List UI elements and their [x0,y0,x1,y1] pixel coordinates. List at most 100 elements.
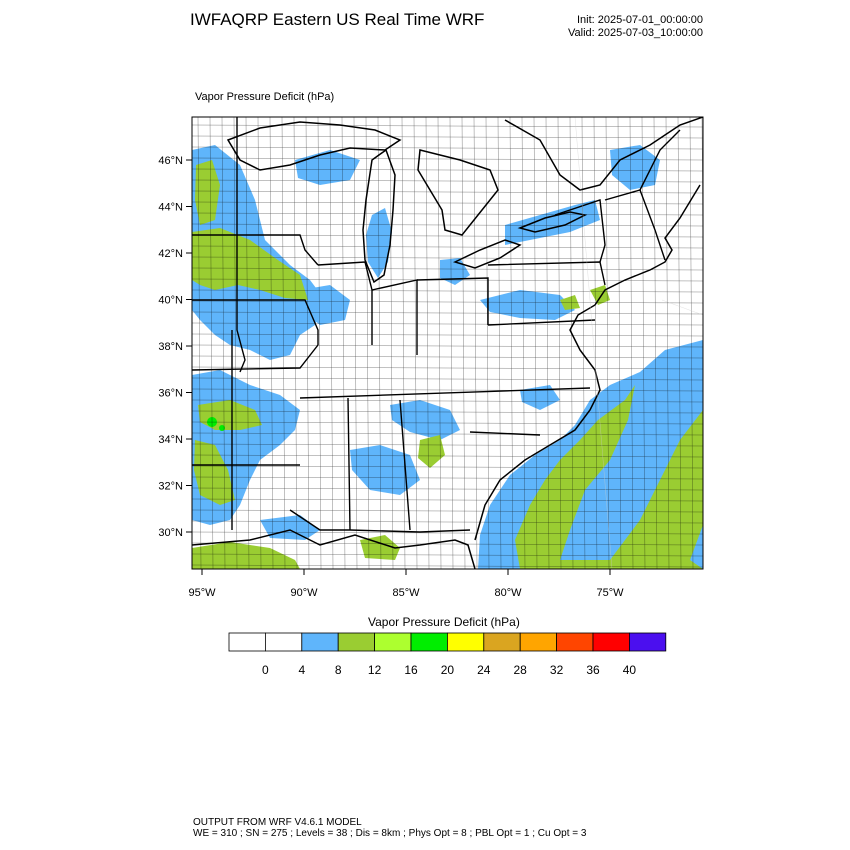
colorbar-bin [264,632,303,652]
county-line [192,421,703,425]
county-line [192,564,703,568]
county-line [192,245,703,249]
county-line [192,487,703,491]
county-line [209,117,214,569]
county-line [192,498,703,502]
lat-label: 46°N [158,155,183,167]
colorbar-tick-label: 36 [586,663,600,677]
county-line [641,117,646,569]
county-line [192,168,703,172]
county-line [192,212,703,216]
county-line [192,454,703,458]
colorbar-tick-label: 4 [298,663,306,677]
county-line [617,117,622,569]
county-line [449,117,454,569]
county-line [192,476,703,480]
colorbar-tick-label: 16 [404,663,418,677]
lon-label: 75°W [596,587,624,599]
lon-label: 80°W [494,587,522,599]
county-line [293,117,298,569]
county-line [353,117,358,569]
county-line [401,117,406,569]
county-line [192,300,703,304]
county-line [192,223,703,227]
county-grid [192,117,703,569]
county-line [677,117,682,569]
county-line [192,333,703,337]
county-line [545,117,550,569]
county-line [192,509,703,513]
county-line [521,117,526,569]
great-lakes [226,121,588,284]
county-line [192,322,703,326]
county-line [365,117,370,569]
county-line [473,117,478,569]
colorbar-bin [374,632,412,652]
county-line [192,542,703,546]
lat-label: 30°N [158,527,183,539]
county-line [557,117,562,569]
valid-time: Valid: 2025-07-03_10:00:00 [568,27,703,39]
county-line [269,117,274,569]
init-time: Init: 2025-07-01_00:00:00 [577,14,703,26]
colorbar-tick-label: 32 [549,663,564,677]
model-config: WE = 310 ; SN = 275 ; Levels = 38 ; Dis … [193,828,587,839]
county-line [437,117,442,569]
county-line [192,278,703,282]
county-line [245,117,250,569]
county-line [192,311,703,315]
county-line [425,117,430,569]
colorbar-tick-label: 24 [477,663,491,677]
model-version: OUTPUT FROM WRF V4.6.1 MODEL [193,817,362,828]
county-line [192,355,703,359]
county-line [192,135,703,139]
county-line [192,520,703,524]
colorbar-bin [519,632,558,652]
county-line [192,399,703,403]
county-line [281,117,286,569]
county-line [192,410,703,414]
county-line [233,117,238,569]
colorbar-tick-label: 0 [262,663,269,677]
county-line [341,117,346,569]
county-line [192,201,703,205]
colorbar-bin [629,632,667,652]
county-line [192,465,703,469]
county-line [192,344,703,348]
county-line [377,117,382,569]
lat-label: 38°N [158,341,183,353]
lat-label: 34°N [158,434,183,446]
county-line [665,117,670,569]
county-line [605,117,610,569]
county-line [221,117,226,569]
county-line [192,146,703,150]
colorbar-bin [556,632,594,652]
county-line [192,531,703,535]
colorbar-tick-label: 8 [334,663,342,677]
model-info-footer: OUTPUT FROM WRF V4.6.1 MODEL WE = 310 ; … [193,817,586,839]
county-line [192,256,703,260]
county-line [329,117,334,569]
colorbar-bin [592,632,630,652]
lat-label: 44°N [158,202,183,214]
county-line [192,388,703,392]
colorbar-bin [228,632,266,652]
map-plot-area [192,117,703,569]
county-line [485,117,490,569]
county-line [192,432,703,436]
colorbar-tick-label: 12 [367,663,382,677]
county-line [192,267,703,271]
county-line [509,117,514,569]
plot-title: IWFAQRP Eastern US Real Time WRF [190,10,485,29]
map-frame [191,116,704,570]
lat-label: 36°N [158,388,183,400]
lat-label: 32°N [158,481,183,493]
colorbar [228,632,667,652]
county-line [581,117,586,569]
colorbar-tick-label: 40 [622,663,637,677]
state-boundaries [192,117,681,533]
colorbar-bin [446,632,485,652]
county-line [461,117,466,569]
colorbar-bin [410,632,448,652]
